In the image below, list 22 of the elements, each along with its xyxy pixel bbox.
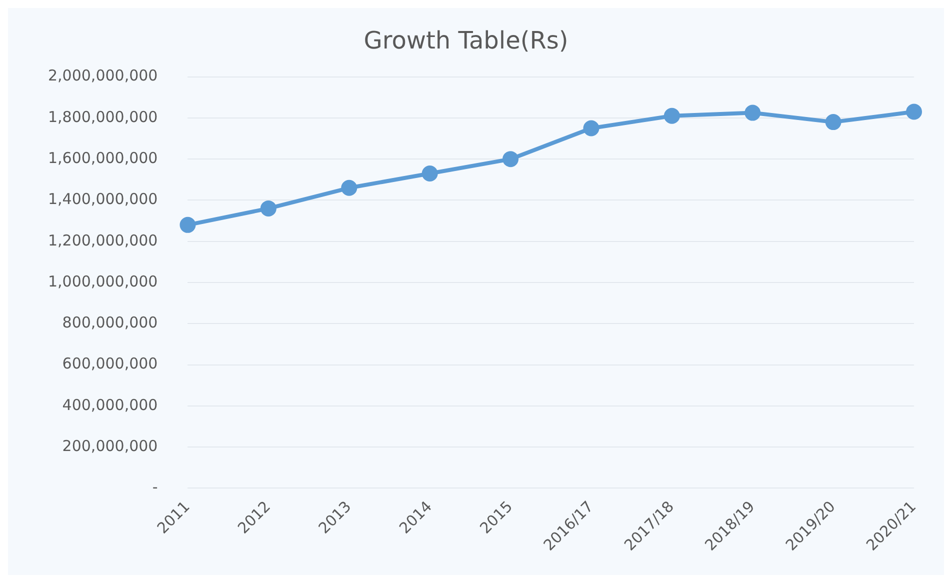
point xyxy=(825,114,842,130)
point xyxy=(422,165,438,182)
point xyxy=(341,180,358,196)
y-tick-label: 800,000,000 xyxy=(62,314,158,332)
point xyxy=(260,200,276,216)
y-tick-label: 1,600,000,000 xyxy=(48,148,158,167)
y-tick-label: 200,000,000 xyxy=(62,436,158,455)
y-tick-label: 400,000,000 xyxy=(62,396,158,414)
point xyxy=(180,216,196,233)
y-tick-label: 1,200,000,000 xyxy=(48,231,158,250)
y-tick-label: 600,000,000 xyxy=(62,354,158,373)
point xyxy=(906,104,922,120)
point xyxy=(502,151,519,168)
y-tick-label: 1,400,000,000 xyxy=(48,190,158,208)
y-tick-label: 1,000,000,000 xyxy=(48,272,158,290)
point xyxy=(744,104,761,121)
chart-title: Growth Table(Rs) xyxy=(364,26,568,55)
y-tick-label: - xyxy=(152,478,158,496)
y-tick-label: 2,000,000,000 xyxy=(48,66,158,85)
point xyxy=(664,108,680,124)
point xyxy=(583,120,600,136)
y-tick-label: 1,800,000,000 xyxy=(48,108,158,126)
